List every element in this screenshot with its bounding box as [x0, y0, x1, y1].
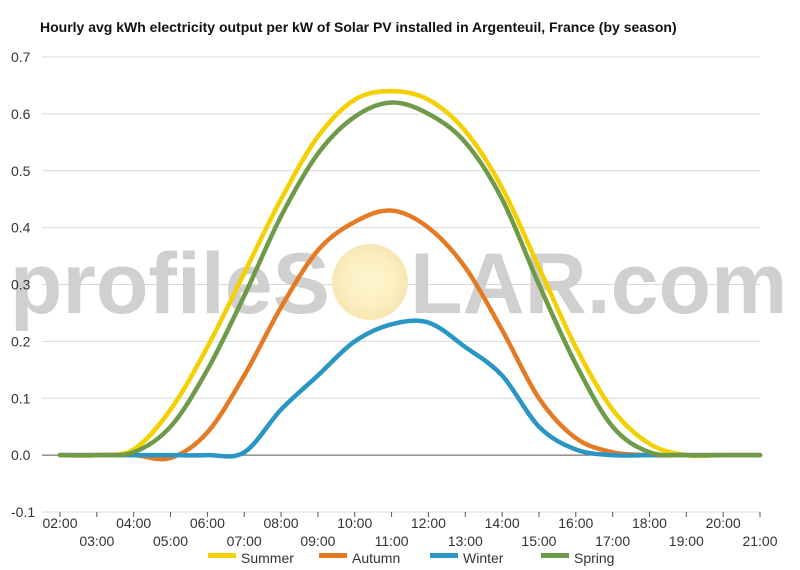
chart-title: Hourly avg kWh electricity output per kW…	[40, 19, 677, 35]
x-tick-label: 04:00	[116, 515, 151, 531]
watermark-text-left: profileS	[10, 236, 330, 332]
x-tick-label: 16:00	[558, 515, 593, 531]
x-tick-label: 06:00	[190, 515, 225, 531]
series-line-winter	[57, 318, 763, 459]
legend-label-winter: Winter	[463, 550, 504, 566]
x-tick-label: 05:00	[153, 533, 188, 549]
y-tick-label: 0.0	[11, 447, 31, 463]
x-tick-label: 03:00	[79, 533, 114, 549]
x-tick-label: 11:00	[375, 533, 409, 549]
x-tick-label: 21:00	[742, 533, 777, 549]
series-line-spring	[57, 100, 763, 458]
y-tick-label: 0.2	[11, 333, 31, 349]
x-tick-label: 08:00	[264, 515, 299, 531]
x-tick-label: 02:00	[42, 515, 77, 531]
x-tick-label: 12:00	[411, 515, 446, 531]
y-tick-label: 0.5	[11, 163, 31, 179]
legend-label-summer: Summer	[241, 550, 294, 566]
x-tick-label: 10:00	[337, 515, 372, 531]
legend-swatch-autumn	[319, 553, 347, 558]
x-tick-label: 20:00	[706, 515, 741, 531]
y-axis: -0.1 0.0 0.1 0.2 0.3 0.4 0.5 0.6 0.7	[11, 49, 35, 520]
legend-label-spring: Spring	[574, 550, 614, 566]
x-tick-label: 17:00	[595, 533, 630, 549]
watermark-sun-icon	[332, 244, 408, 320]
legend-label-autumn: Autumn	[352, 550, 400, 566]
legend-swatch-spring	[541, 553, 569, 558]
y-tick-label: 0.6	[11, 106, 31, 122]
y-tick-label: 0.1	[11, 390, 31, 406]
watermark: profileS LAR.com	[10, 236, 788, 332]
series-lines	[57, 88, 763, 462]
y-tick-label: 0.3	[11, 277, 31, 293]
x-axis: 02:0003:0004:0005:0006:0007:0008:0009:00…	[42, 512, 778, 549]
x-tick-label: 07:00	[227, 533, 262, 549]
legend-swatch-winter	[430, 553, 458, 558]
legend: Summer Autumn Winter Spring	[208, 550, 614, 566]
x-tick-label: 14:00	[485, 515, 520, 531]
x-tick-label: 19:00	[669, 533, 704, 549]
y-tick-label: 0.7	[11, 49, 31, 65]
x-tick-label: 18:00	[632, 515, 667, 531]
legend-swatch-summer	[208, 553, 236, 558]
series-line-summer	[57, 88, 763, 459]
x-tick-label: 09:00	[300, 533, 335, 549]
y-tick-label: 0.4	[11, 220, 31, 236]
x-tick-label: 13:00	[448, 533, 483, 549]
watermark-text-right: LAR.com	[410, 236, 787, 332]
y-tick-label: -0.1	[11, 504, 35, 520]
x-tick-label: 15:00	[521, 533, 556, 549]
